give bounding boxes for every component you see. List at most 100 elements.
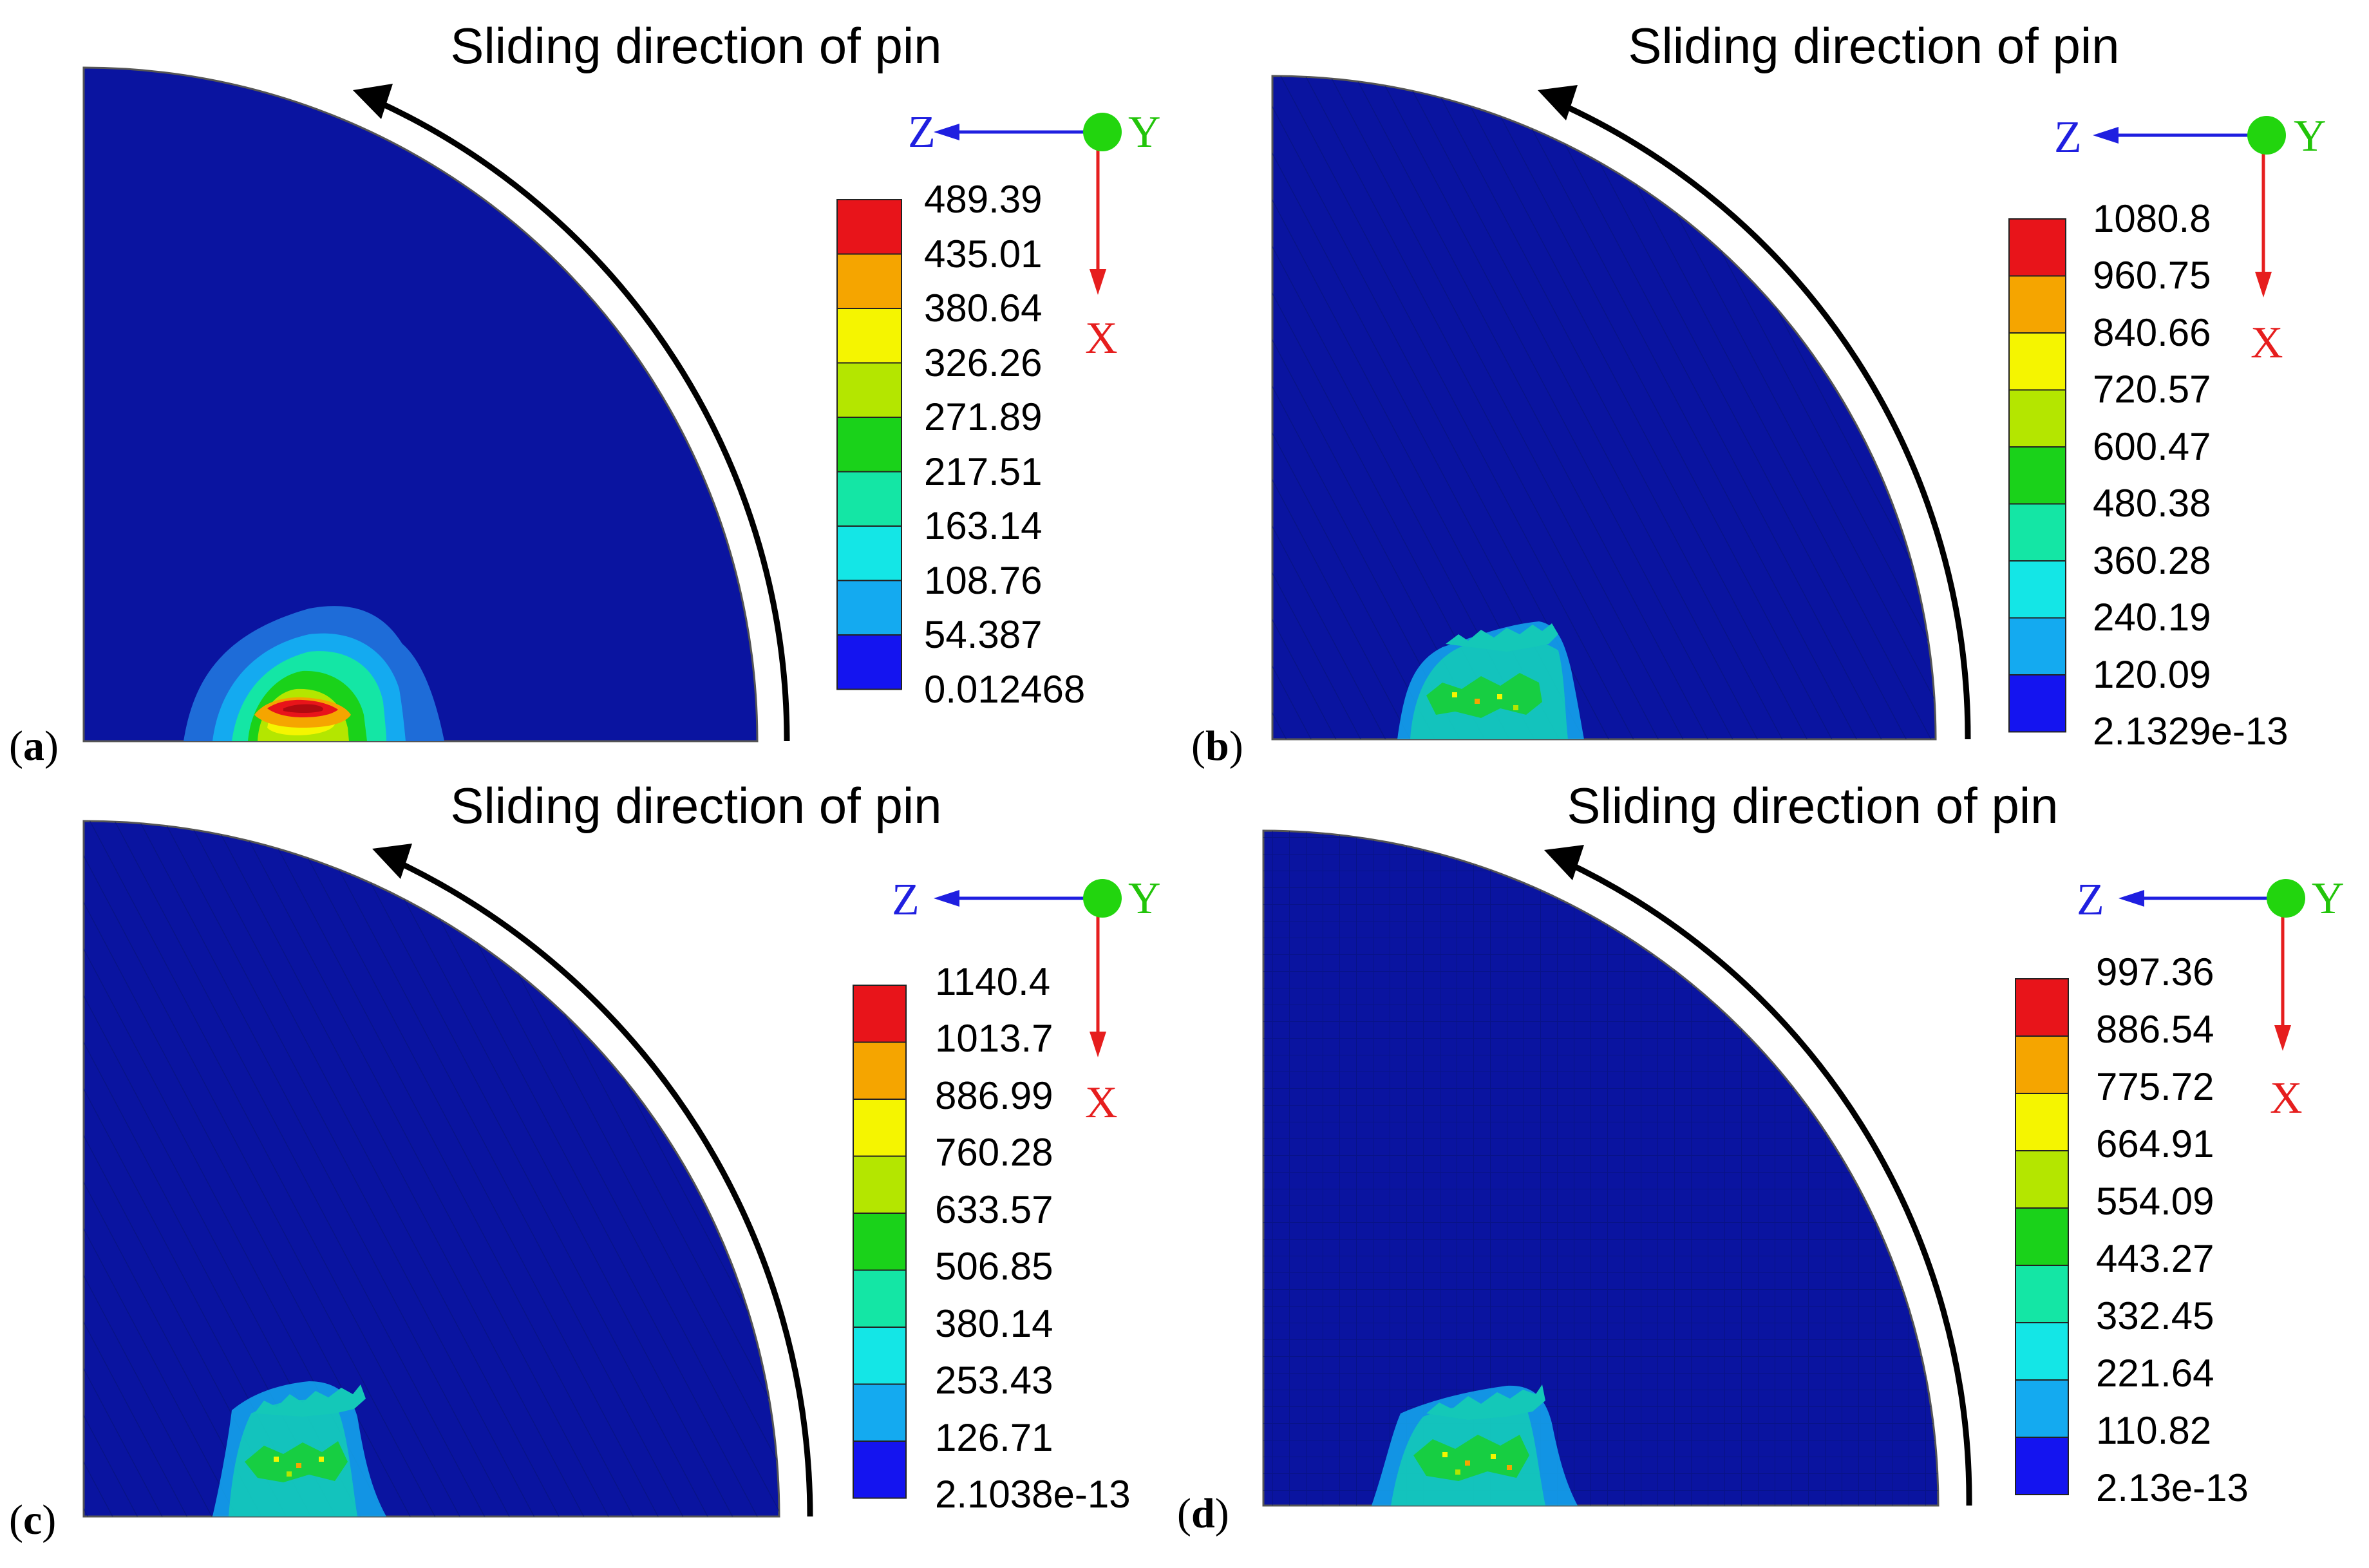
panel-a-sliding-arrow <box>372 97 790 742</box>
panel-a-axis-x-label: X <box>1085 314 1118 363</box>
panel-b: Sliding direction of pin Z X Y <box>1191 17 2327 770</box>
panel-a-title: Sliding direction of pin <box>450 17 941 74</box>
panel-d-axis-triad: Z X Y <box>2077 874 2345 1123</box>
panel-a-arrow-head <box>353 84 393 119</box>
panel-c-legend-value: 760.28 <box>935 1131 1053 1174</box>
panel-b-legend-value: 600.47 <box>2093 425 2211 468</box>
panel-a-axis-z-label: Z <box>908 108 936 157</box>
panel-b-legend: 1080.8 960.75 840.66 720.57 600.47 480.3… <box>2008 197 2289 753</box>
panel-d-legend-value: 775.72 <box>2096 1065 2214 1108</box>
panel-a-legend-value: 271.89 <box>924 395 1043 439</box>
panel-b-legend-value: 360.28 <box>2093 539 2211 582</box>
panel-a-label: (a) <box>9 723 59 770</box>
panel-d-sliding-arrow <box>1563 858 1972 1506</box>
panel-a-axis-triad: Z X Y <box>908 108 1161 363</box>
panel-d-legend-value: 554.09 <box>2096 1180 2214 1223</box>
panel-c-sliding-arrow <box>392 856 813 1517</box>
panel-a-z-arrow-icon <box>934 124 959 140</box>
panel-a-legend-value: 108.76 <box>924 559 1043 602</box>
panel-d-legend-value: 2.13e-13 <box>2096 1466 2249 1509</box>
panel-c-legend-value: 253.43 <box>935 1359 1053 1402</box>
panel-d-axis-x-label: X <box>2270 1073 2303 1123</box>
panel-b-legend-value: 2.1329e-13 <box>2093 710 2289 753</box>
panel-a-legend-value: 326.26 <box>924 341 1043 384</box>
panel-c-y-axis-dot-icon <box>1083 879 1122 918</box>
panel-d-legend-value: 110.82 <box>2096 1409 2211 1452</box>
panel-d-z-arrow-icon <box>2119 890 2144 907</box>
panel-d-mesh <box>1263 831 1938 1506</box>
panel-c-axis-x-label: X <box>1085 1078 1118 1128</box>
panel-b-sliding-arrow <box>1557 100 1971 740</box>
panel-c-legend-value: 1140.4 <box>935 960 1050 1003</box>
panel-d-label: (d) <box>1177 1490 1229 1537</box>
panel-a-legend: 489.39 435.01 380.64 326.26 271.89 217.5… <box>836 178 1085 711</box>
panel-c-axis-y-label: Y <box>1128 874 1161 923</box>
panel-c-axis-triad: Z X Y <box>892 874 1161 1128</box>
panel-d: Sliding direction of pin Z X Y <box>1177 777 2345 1537</box>
panel-b-label: (b) <box>1191 723 1243 770</box>
panel-d-title: Sliding direction of pin <box>1567 777 2058 834</box>
panel-d-legend: 997.36 886.54 775.72 664.91 554.09 443.2… <box>2015 950 2249 1509</box>
panel-a-stress-hotspot <box>184 606 444 741</box>
panel-b-axis-y-label: Y <box>2294 111 2327 161</box>
panel-d-stress-hotspot <box>1372 1384 1578 1506</box>
panel-b-y-axis-dot-icon <box>2247 116 2286 155</box>
panel-b-legend-value: 960.75 <box>2093 254 2211 297</box>
panel-c-stress-hotspot <box>212 1381 386 1516</box>
panel-a-legend-value: 163.14 <box>924 504 1043 547</box>
panel-b-mesh <box>1272 76 1936 739</box>
panel-d-axis-z-label: Z <box>2077 875 2104 925</box>
panel-b-legend-value: 720.57 <box>2093 368 2211 411</box>
panel-c-axis-z-label: Z <box>892 875 920 925</box>
panel-d-y-axis-dot-icon <box>2267 879 2305 918</box>
panel-b-legend-value: 120.09 <box>2093 653 2211 696</box>
panel-a-legend-value: 217.51 <box>924 450 1043 493</box>
panel-c-z-arrow-icon <box>934 890 959 907</box>
panel-c-mesh <box>84 821 779 1516</box>
panel-d-legend-value: 997.36 <box>2096 950 2214 994</box>
panel-b-x-arrow-icon <box>2255 272 2272 298</box>
panel-d-x-arrow-icon <box>2274 1025 2291 1051</box>
panel-b-legend-value: 1080.8 <box>2093 197 2211 240</box>
panel-d-legend-value: 886.54 <box>2096 1008 2214 1051</box>
panel-c-legend-value: 633.57 <box>935 1188 1053 1231</box>
panel-c-legend-value: 380.14 <box>935 1302 1053 1345</box>
panel-c-label: (c) <box>9 1497 56 1544</box>
panel-b-legend-value: 480.38 <box>2093 482 2211 525</box>
panel-c-legend-value: 1013.7 <box>935 1017 1053 1060</box>
panel-c-legend: 1140.4 1013.7 886.99 760.28 633.57 506.8… <box>853 960 1131 1516</box>
panel-c-arrow-head <box>372 844 412 879</box>
panel-a-legend-value: 489.39 <box>924 178 1043 221</box>
panel-b-z-arrow-icon <box>2093 127 2119 144</box>
panel-b-axis-z-label: Z <box>2054 113 2082 162</box>
panel-b-axis-x-label: X <box>2251 318 2283 368</box>
panel-a-disk-quadrant <box>82 66 759 742</box>
panel-d-axis-y-label: Y <box>2312 874 2345 923</box>
panel-c-legend-value: 886.99 <box>935 1074 1053 1117</box>
panel-b-title: Sliding direction of pin <box>1628 17 2119 74</box>
panel-d-arrow-head <box>1544 845 1584 880</box>
panel-c-legend-value: 2.1038e-13 <box>935 1473 1131 1516</box>
panel-a-legend-value: 0.012468 <box>924 668 1085 711</box>
panel-d-legend-value: 664.91 <box>2096 1122 2214 1166</box>
panel-d-legend-value: 221.64 <box>2096 1352 2214 1395</box>
panel-c: Sliding direction of pin Z X Y <box>9 777 1161 1544</box>
panel-d-legend-value: 332.45 <box>2096 1294 2214 1337</box>
panel-c-x-arrow-icon <box>1090 1032 1106 1057</box>
panel-b-arrow-head <box>1538 85 1578 120</box>
panel-b-legend-value: 240.19 <box>2093 596 2211 639</box>
panel-b-legend-value: 840.66 <box>2093 311 2211 354</box>
panel-c-legend-value: 506.85 <box>935 1245 1053 1288</box>
panel-d-legend-value: 443.27 <box>2096 1237 2214 1280</box>
panel-a-y-axis-dot-icon <box>1083 113 1122 151</box>
panel-b-axis-triad: Z X Y <box>2054 111 2327 368</box>
panel-a-legend-value: 54.387 <box>924 613 1043 656</box>
panel-a: Sliding direction of pin Z X Y <box>9 17 1161 770</box>
panel-a-legend-value: 435.01 <box>924 232 1043 276</box>
panel-a-axis-y-label: Y <box>1128 108 1161 157</box>
panel-c-title: Sliding direction of pin <box>450 777 941 834</box>
panel-a-x-arrow-icon <box>1090 269 1106 295</box>
panel-a-legend-value: 380.64 <box>924 287 1043 330</box>
panel-b-stress-hotspot <box>1397 621 1584 739</box>
